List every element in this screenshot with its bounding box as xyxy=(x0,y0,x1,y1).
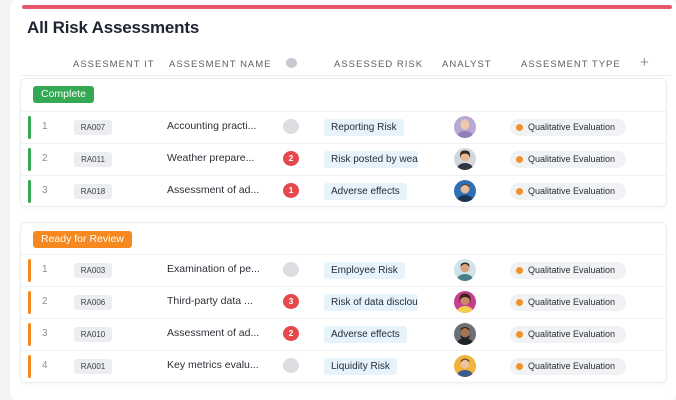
column-header-id[interactable]: ASSESMENT IT xyxy=(73,59,155,70)
status-badge-complete[interactable]: Complete xyxy=(33,86,94,103)
assessment-type-label: Qualitative Evaluation xyxy=(528,154,616,164)
column-header-name[interactable]: ASSESMENT NAME xyxy=(169,59,272,70)
table-row[interactable]: 3 RA010 Assessment of ad... 2 Adverse ef… xyxy=(21,318,666,350)
status-bar xyxy=(28,323,31,346)
assessment-type-pill[interactable]: Qualitative Evaluation xyxy=(510,358,626,375)
assessment-type-label: Qualitative Evaluation xyxy=(528,329,616,339)
column-header-type[interactable]: ASSESMENT TYPE xyxy=(521,59,621,70)
status-bar xyxy=(28,116,31,139)
column-header-analyst[interactable]: ANALYST xyxy=(442,59,492,70)
assessment-id: RA006 xyxy=(74,295,112,310)
assessed-risk-tag[interactable]: Reporting Risk xyxy=(324,119,404,136)
row-number: 3 xyxy=(42,328,48,339)
assessment-name[interactable]: Assessment of ad... xyxy=(167,184,260,196)
assessment-type-pill[interactable]: Qualitative Evaluation xyxy=(510,262,626,279)
status-bar xyxy=(28,291,31,314)
header-divider xyxy=(20,75,672,76)
assessment-name[interactable]: Key metrics evalu... xyxy=(167,359,259,371)
type-status-dot xyxy=(516,124,523,131)
table-row[interactable]: 2 RA006 Third-party data ... 3 Risk of d… xyxy=(21,286,666,318)
comment-icon[interactable] xyxy=(283,262,299,277)
assessment-type-pill[interactable]: Qualitative Evaluation xyxy=(510,294,626,311)
table-row[interactable]: 4 RA001 Key metrics evalu... Liquidity R… xyxy=(21,350,666,382)
assessed-risk-tag[interactable]: Risk posted by wea xyxy=(324,151,418,168)
row-number: 4 xyxy=(42,360,48,371)
analyst-avatar[interactable] xyxy=(454,116,476,138)
group-ready-for-review: Ready for Review 1 RA003 Examination of … xyxy=(20,222,667,383)
analyst-avatar[interactable] xyxy=(454,355,476,377)
type-status-dot xyxy=(516,156,523,163)
comment-icon[interactable] xyxy=(283,119,299,134)
type-status-dot xyxy=(516,363,523,370)
assessment-type-label: Qualitative Evaluation xyxy=(528,265,616,275)
comment-count-badge[interactable]: 2 xyxy=(283,326,299,341)
assessment-name[interactable]: Assessment of ad... xyxy=(167,327,260,339)
assessment-id: RA018 xyxy=(74,184,112,199)
row-number: 2 xyxy=(42,153,48,164)
assessment-id: RA011 xyxy=(74,152,112,167)
accent-strip xyxy=(22,5,672,9)
assessment-name[interactable]: Examination of pe... xyxy=(167,263,260,275)
type-status-dot xyxy=(516,299,523,306)
assessment-type-label: Qualitative Evaluation xyxy=(528,297,616,307)
table-row[interactable]: 1 RA007 Accounting practi... Reporting R… xyxy=(21,111,666,143)
comment-count-badge[interactable]: 2 xyxy=(283,151,299,166)
row-number: 3 xyxy=(42,185,48,196)
comment-count-badge[interactable]: 3 xyxy=(283,294,299,309)
page-title: All Risk Assessments xyxy=(27,18,200,37)
assessed-risk-tag[interactable]: Adverse effects xyxy=(324,183,407,200)
analyst-avatar[interactable] xyxy=(454,180,476,202)
assessment-type-label: Qualitative Evaluation xyxy=(528,122,616,132)
type-status-dot xyxy=(516,331,523,338)
analyst-avatar[interactable] xyxy=(454,259,476,281)
row-number: 1 xyxy=(42,264,48,275)
status-bar xyxy=(28,148,31,171)
status-bar xyxy=(28,259,31,282)
add-column-button[interactable]: + xyxy=(640,54,649,71)
status-bar xyxy=(28,355,31,378)
assessment-name[interactable]: Accounting practi... xyxy=(167,120,257,132)
assessment-name[interactable]: Third-party data ... xyxy=(167,295,253,307)
row-number: 1 xyxy=(42,121,48,132)
column-header-risk[interactable]: ASSESSED RISK xyxy=(334,59,424,70)
assessed-risk-tag[interactable]: Employee Risk xyxy=(324,262,405,279)
analyst-avatar[interactable] xyxy=(454,291,476,313)
analyst-avatar[interactable] xyxy=(454,323,476,345)
assessment-type-pill[interactable]: Qualitative Evaluation xyxy=(510,326,626,343)
assessment-type-label: Qualitative Evaluation xyxy=(528,186,616,196)
type-status-dot xyxy=(516,188,523,195)
group-complete: Complete 1 RA007 Accounting practi... Re… xyxy=(20,78,667,207)
assessment-type-pill[interactable]: Qualitative Evaluation xyxy=(510,151,626,168)
status-badge-ready-for-review[interactable]: Ready for Review xyxy=(33,231,132,248)
assessment-type-pill[interactable]: Qualitative Evaluation xyxy=(510,119,626,136)
table-row[interactable]: 2 RA011 Weather prepare... 2 Risk posted… xyxy=(21,143,666,175)
assessment-id: RA010 xyxy=(74,327,112,342)
risk-assessments-panel: All Risk Assessments ASSESMENT IT ASSESM… xyxy=(10,0,676,400)
comment-icon[interactable] xyxy=(286,58,297,68)
status-bar xyxy=(28,180,31,203)
comment-count-badge[interactable]: 1 xyxy=(283,183,299,198)
analyst-avatar[interactable] xyxy=(454,148,476,170)
assessed-risk-tag[interactable]: Risk of data disclou xyxy=(324,294,418,311)
assessment-id: RA003 xyxy=(74,263,112,278)
row-number: 2 xyxy=(42,296,48,307)
type-status-dot xyxy=(516,267,523,274)
table-row[interactable]: 3 RA018 Assessment of ad... 1 Adverse ef… xyxy=(21,175,666,207)
table-row[interactable]: 1 RA003 Examination of pe... Employee Ri… xyxy=(21,254,666,286)
assessed-risk-tag[interactable]: Liquidity Risk xyxy=(324,358,397,375)
assessment-id: RA001 xyxy=(74,359,112,374)
assessment-id: RA007 xyxy=(74,120,112,135)
comment-icon[interactable] xyxy=(283,358,299,373)
assessment-type-pill[interactable]: Qualitative Evaluation xyxy=(510,183,626,200)
assessed-risk-tag[interactable]: Adverse effects xyxy=(324,326,407,343)
assessment-type-label: Qualitative Evaluation xyxy=(528,361,616,371)
assessment-name[interactable]: Weather prepare... xyxy=(167,152,255,164)
